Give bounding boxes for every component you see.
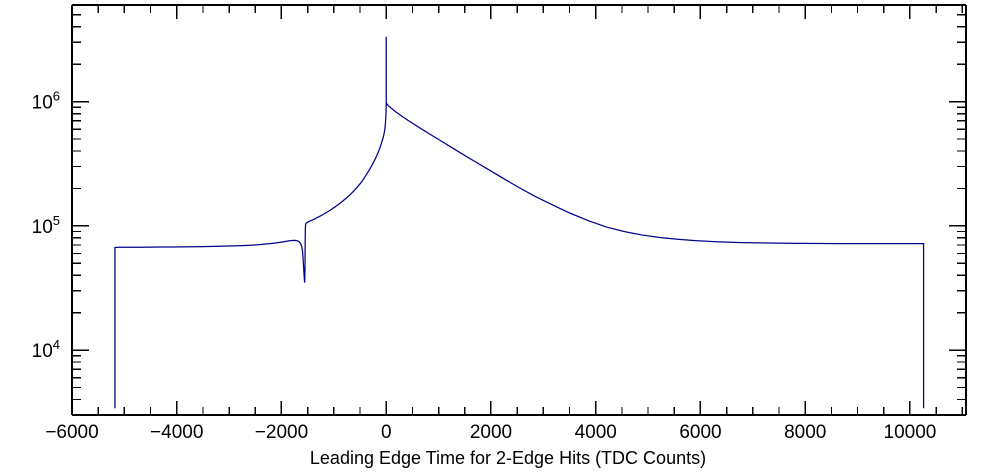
y-axis-ticks [72, 4, 966, 416]
x-tick-label: −6000 [45, 422, 98, 443]
y-tick-label: 105 [32, 213, 60, 238]
x-axis-tick-labels: −6000 −4000 −2000 0 2000 4000 6000 8000 10000 [45, 422, 936, 443]
x-tick-label: 4000 [575, 422, 617, 443]
x-axis-title: Leading Edge Time for 2-Edge Hits (TDC C… [310, 448, 706, 468]
x-tick-label: −4000 [150, 422, 203, 443]
x-tick-label: 2000 [470, 422, 512, 443]
y-tick-label: 104 [32, 337, 60, 362]
x-tick-label: 6000 [679, 422, 721, 443]
y-axis-tick-labels: 104 105 106 [32, 89, 60, 362]
axis-frame [71, 4, 967, 416]
x-tick-label: 10000 [884, 422, 937, 443]
x-tick-label: 8000 [784, 422, 826, 443]
x-tick-label: −2000 [255, 422, 308, 443]
data-series-line [114, 36, 925, 409]
x-axis-ticks [71, 5, 963, 415]
y-tick-label: 106 [32, 89, 60, 114]
x-tick-label: 0 [381, 422, 392, 443]
